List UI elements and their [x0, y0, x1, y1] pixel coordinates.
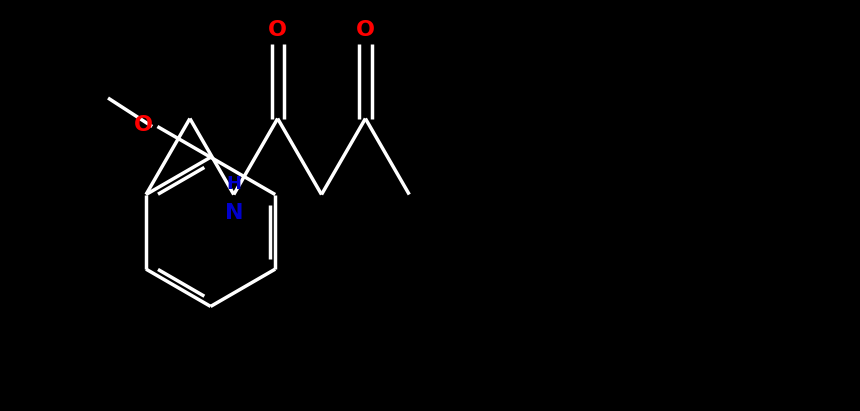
Text: O: O	[356, 20, 375, 39]
Text: O: O	[268, 20, 287, 39]
Text: H: H	[226, 175, 242, 193]
Text: N: N	[224, 203, 243, 223]
Text: O: O	[134, 115, 153, 135]
